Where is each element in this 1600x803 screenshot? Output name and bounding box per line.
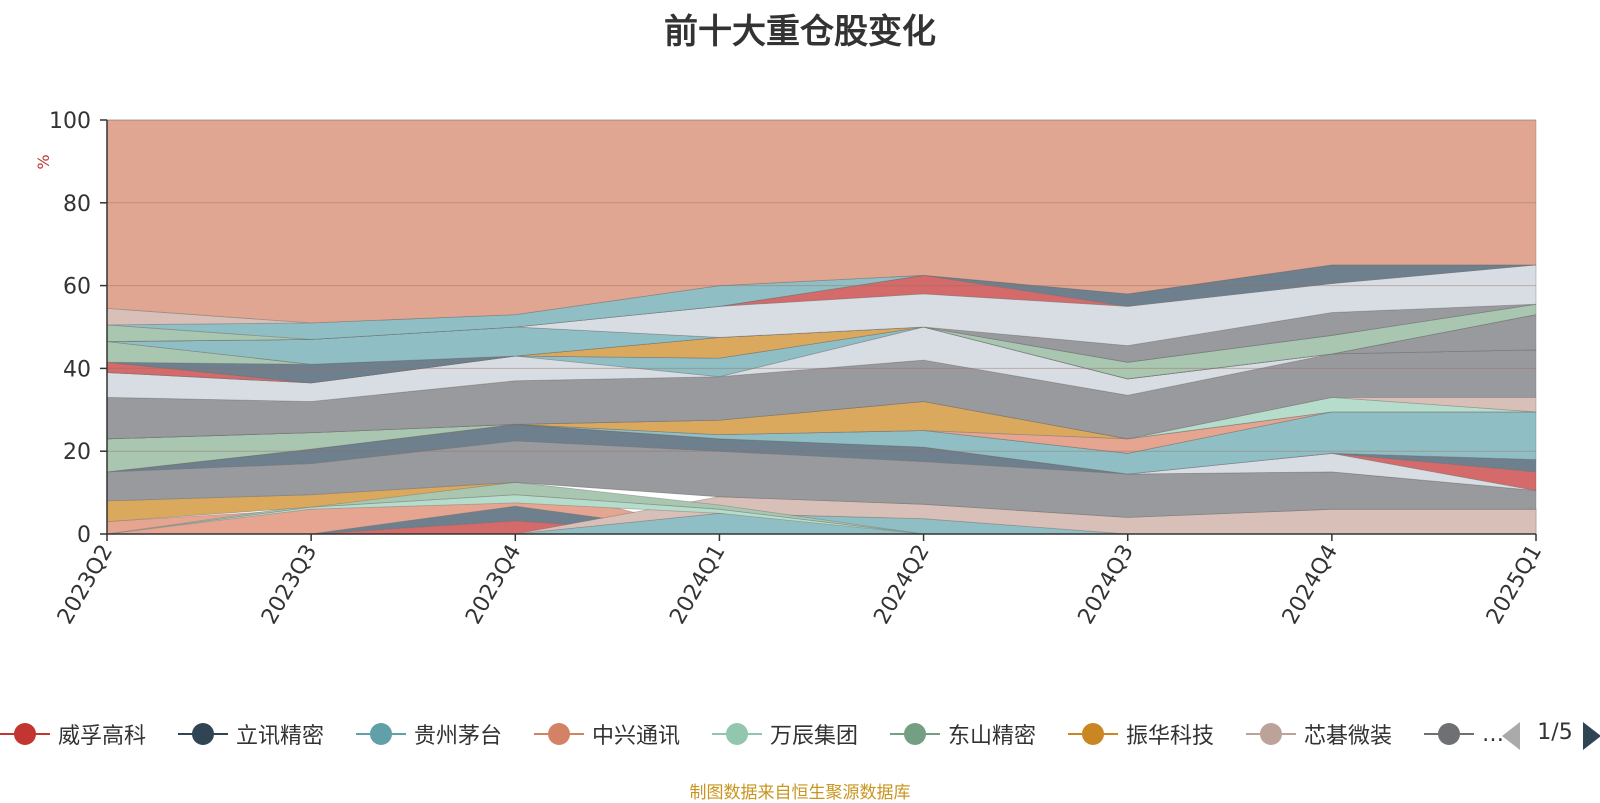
area-band-15 bbox=[106, 411, 1536, 454]
y-axis-unit-label: % bbox=[34, 154, 53, 169]
legend-item[interactable]: 万辰集团 bbox=[712, 716, 858, 752]
y-tick-label: 60 bbox=[63, 275, 91, 300]
legend-label: 东山精密 bbox=[948, 724, 1037, 749]
area-band-13 bbox=[106, 411, 1537, 475]
legend-item[interactable]: 中兴通讯 bbox=[534, 716, 680, 752]
legend-page-indicator: 1/5 bbox=[1537, 720, 1573, 745]
legend-item[interactable]: 振华科技 bbox=[1068, 716, 1214, 752]
legend-item[interactable]: … bbox=[1424, 716, 1504, 752]
legend-label: 振华科技 bbox=[1126, 724, 1215, 749]
legend-marker-icon bbox=[534, 719, 584, 749]
legend-dot bbox=[548, 723, 570, 745]
chart-title: 前十大重仓股变化 bbox=[664, 12, 936, 52]
legend-marker-icon bbox=[1424, 719, 1474, 749]
area-band-12 bbox=[106, 423, 1537, 475]
legend-pager: 1/5 bbox=[1500, 718, 1600, 752]
x-tick-label: 2023Q2 bbox=[53, 541, 118, 629]
x-tick-label: 2024Q3 bbox=[1074, 541, 1139, 629]
area-band-20 bbox=[106, 326, 1537, 402]
x-tick-label: 2024Q4 bbox=[1278, 541, 1343, 629]
y-tick-label: 40 bbox=[63, 357, 91, 382]
legend-dot bbox=[370, 723, 392, 745]
y-tick-label: 80 bbox=[63, 192, 91, 217]
x-tick-label: 2024Q1 bbox=[665, 541, 730, 629]
legend-dot bbox=[1260, 723, 1282, 745]
legend-marker-icon bbox=[890, 719, 940, 749]
legend-marker-icon bbox=[1246, 719, 1296, 749]
legend-label: 威孚高科 bbox=[58, 724, 147, 749]
legend-item[interactable]: 东山精密 bbox=[890, 716, 1036, 752]
x-tick-label: 2023Q3 bbox=[257, 541, 322, 629]
legend-dot bbox=[726, 723, 748, 745]
x-tick-label: 2023Q4 bbox=[461, 541, 526, 629]
areas-layer bbox=[106, 119, 1537, 535]
area-band-36 bbox=[106, 119, 1537, 324]
area-band-11 bbox=[106, 423, 1537, 491]
area-band-19 bbox=[106, 349, 1537, 440]
legend-next-arrow-icon[interactable] bbox=[1583, 722, 1600, 750]
area-band-18 bbox=[106, 396, 1537, 440]
legend: 威孚高科 立讯精密 贵州茅台 中兴通讯 万辰集团 东山精密 振华科技 芯碁微装 … bbox=[0, 716, 1510, 752]
area-band-26 bbox=[106, 303, 1537, 380]
legend-item[interactable]: 立讯精密 bbox=[178, 716, 324, 752]
legend-dot bbox=[1438, 723, 1460, 745]
legend-marker-icon bbox=[178, 719, 228, 749]
y-tick-label: 0 bbox=[77, 523, 91, 548]
area-band-4 bbox=[107, 496, 1537, 535]
legend-label: 万辰集团 bbox=[770, 724, 859, 749]
legend-label: 中兴通讯 bbox=[592, 724, 681, 749]
legend-dot bbox=[192, 723, 214, 745]
legend-marker-icon bbox=[356, 719, 406, 749]
x-tick-label: 2025Q1 bbox=[1482, 541, 1547, 629]
legend-label: 立讯精密 bbox=[236, 724, 325, 749]
grid-layer bbox=[107, 119, 1536, 452]
area-band-6 bbox=[106, 481, 1536, 535]
y-tick-label: 20 bbox=[63, 440, 91, 465]
x-tick-label: 2024Q2 bbox=[869, 541, 934, 629]
legend-item[interactable]: 贵州茅台 bbox=[356, 716, 502, 752]
legend-dot bbox=[14, 723, 36, 745]
legend-prev-arrow-icon[interactable] bbox=[1502, 722, 1520, 750]
legend-marker-icon bbox=[1068, 719, 1118, 749]
legend-label: 芯碁微装 bbox=[1304, 724, 1393, 749]
legend-dot bbox=[904, 723, 926, 745]
legend-dot bbox=[1082, 723, 1104, 745]
stacked-area-chart: 0 20 40 60 80 100 2023Q2 2023Q3 2023Q4 2024Q1 2024… bbox=[34, 109, 1547, 629]
legend-item[interactable]: 威孚高科 bbox=[0, 716, 146, 752]
legend-marker-icon bbox=[712, 719, 762, 749]
source-note: 制图数据来自恒生聚源数据库 bbox=[689, 783, 911, 803]
legend-marker-icon bbox=[0, 719, 50, 749]
legend-item[interactable]: 芯碁微装 bbox=[1246, 716, 1392, 752]
legend-label: … bbox=[1482, 721, 1504, 747]
legend-label: 贵州茅台 bbox=[414, 724, 503, 749]
y-tick-label: 100 bbox=[49, 109, 91, 134]
